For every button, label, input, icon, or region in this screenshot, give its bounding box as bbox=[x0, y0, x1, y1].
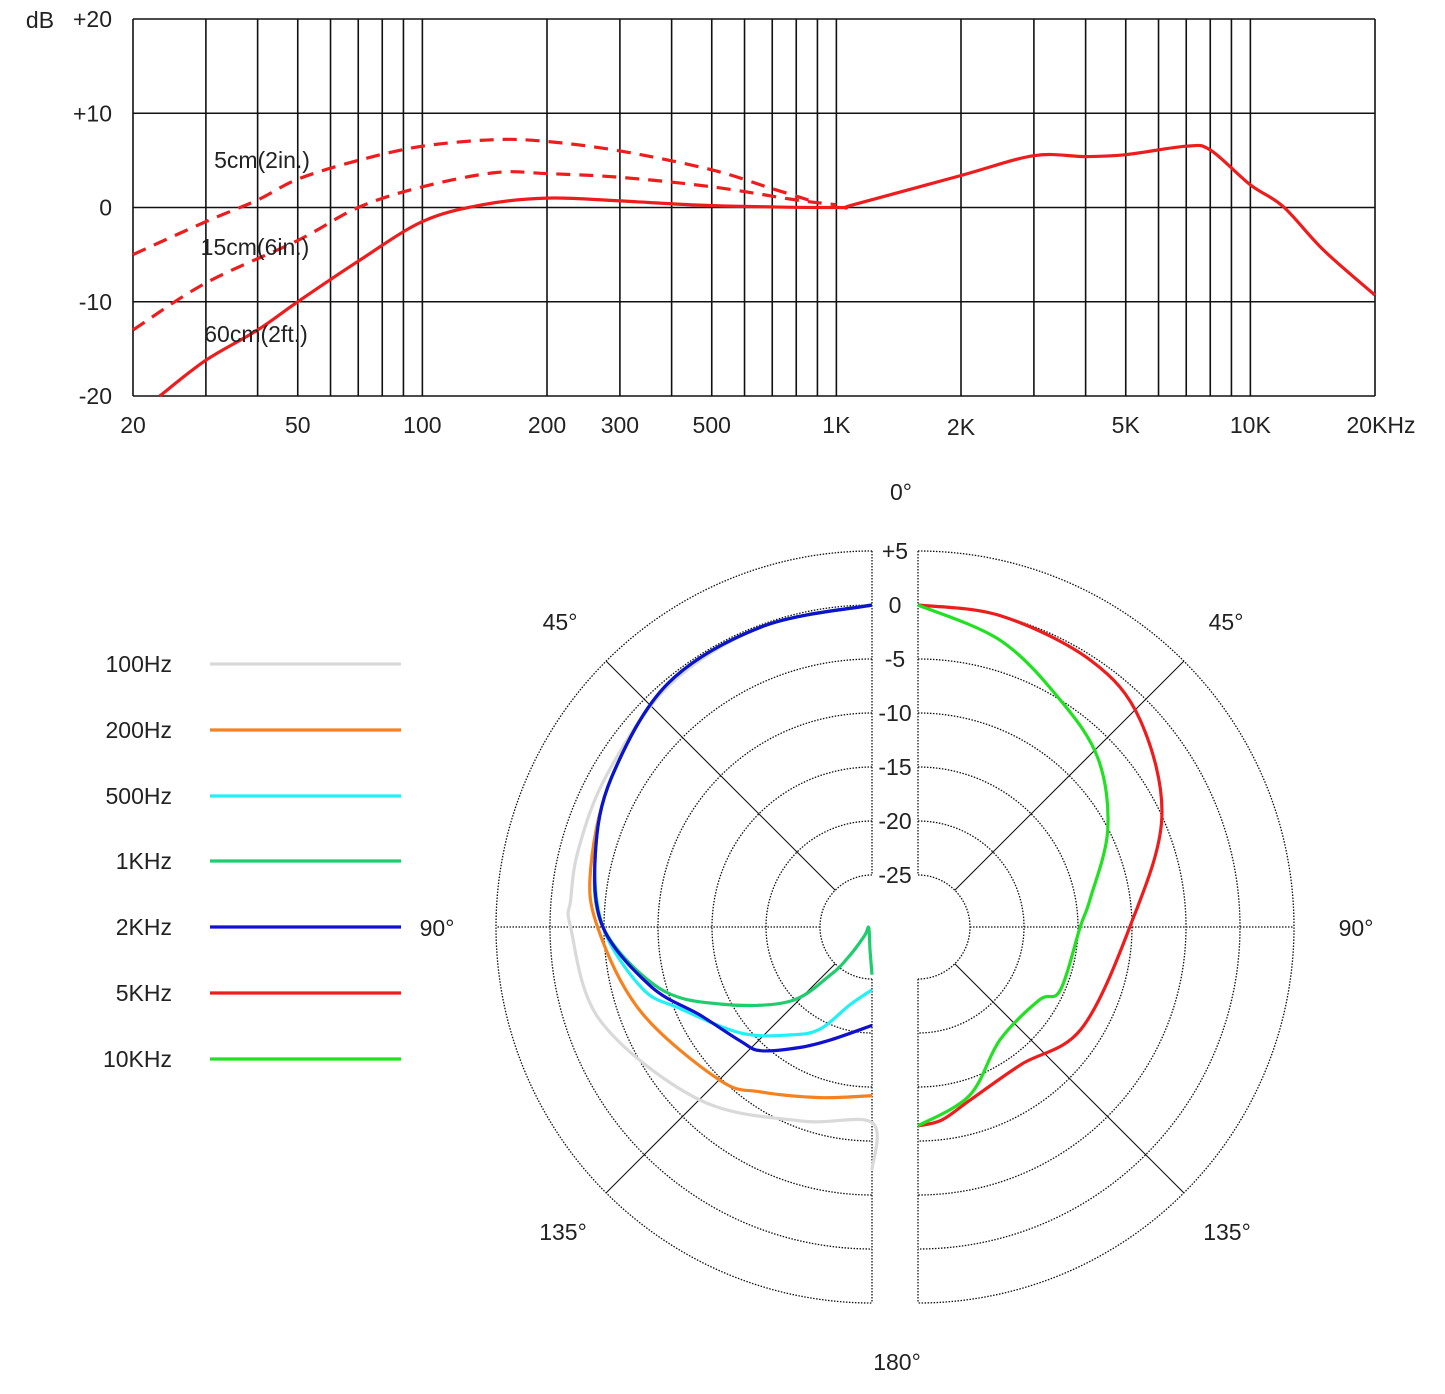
angle-label-right-135: 135° bbox=[1203, 1219, 1251, 1245]
x-tick-label: 20KHz bbox=[1346, 412, 1415, 438]
ring-label-bg bbox=[874, 647, 916, 671]
x-tick-label: 200 bbox=[528, 412, 566, 438]
ring-left bbox=[819, 874, 873, 980]
angle-label-0: 0° bbox=[890, 479, 912, 505]
angle-label-left-135: 135° bbox=[539, 1219, 587, 1245]
ring-label-bg bbox=[874, 701, 916, 725]
ring-left bbox=[495, 550, 873, 1304]
ring-right bbox=[917, 604, 1241, 1250]
y-tick-label: +10 bbox=[73, 100, 112, 126]
ring-label-bg bbox=[874, 539, 916, 563]
spoke-left-45 bbox=[605, 660, 836, 891]
legend: 100Hz 200Hz 500Hz 1KHz 2KHz 5KHz 10KHz bbox=[103, 651, 401, 1072]
angle-label-left-45: 45° bbox=[543, 609, 578, 635]
polar-series-2khz bbox=[593, 603, 873, 1053]
legend-label-200hz: 200Hz bbox=[106, 717, 172, 743]
polar-angle-labels: 0° 45° 45° 90° 90° 135° 135° 180° bbox=[420, 479, 1374, 1375]
x-tick-label: 100 bbox=[403, 412, 441, 438]
x-tick-label: 1K bbox=[822, 412, 851, 438]
frequency-response-chart: +20 +10 0 -10 -20 20 50 100 200 300 500 1K 2K 5K 10K 20… bbox=[73, 6, 1416, 440]
frequency-response-labels: dB 5cm(2in.) 15cm(6in.) 60cm(2ft.) bbox=[26, 7, 310, 347]
y-tick-label: -20 bbox=[79, 383, 112, 409]
ring-right bbox=[917, 874, 971, 980]
legend-label-10khz: 10KHz bbox=[103, 1046, 172, 1072]
angle-label-right-90: 90° bbox=[1339, 915, 1374, 941]
spoke-right-135 bbox=[954, 963, 1185, 1194]
ring-label: +5 bbox=[882, 538, 908, 564]
legend-label-500hz: 500Hz bbox=[106, 783, 172, 809]
x-tick-label: 5K bbox=[1112, 412, 1141, 438]
ring-label: -10 bbox=[878, 700, 911, 726]
ring-label: -5 bbox=[885, 646, 905, 672]
ring-label: -25 bbox=[878, 862, 911, 888]
x-tick-label: 10K bbox=[1230, 412, 1272, 438]
ring-label: -20 bbox=[878, 808, 911, 834]
ring-right bbox=[917, 820, 1025, 1034]
angle-label-right-45: 45° bbox=[1209, 609, 1244, 635]
ring-label: 0 bbox=[889, 592, 902, 618]
polar-pattern-chart: +5 0 -5 -10 -15 -20 -25 bbox=[495, 538, 1295, 1304]
x-tick-label: 500 bbox=[693, 412, 731, 438]
legend-label-2khz: 2KHz bbox=[116, 914, 172, 940]
series-label-60cm: 60cm(2ft.) bbox=[204, 321, 308, 347]
y-tick-label: -10 bbox=[79, 289, 112, 315]
series-label-15cm: 15cm(6in.) bbox=[201, 234, 310, 260]
ring-label-bg bbox=[874, 809, 916, 833]
polar-series-1khz bbox=[592, 603, 874, 1008]
ring-left bbox=[765, 820, 873, 1034]
ring-right bbox=[917, 550, 1295, 1304]
y-tick-label: 0 bbox=[99, 195, 112, 221]
x-tick-label: 20 bbox=[120, 412, 146, 438]
series-line-5cm-2in- bbox=[132, 137, 818, 257]
ring-left bbox=[549, 604, 873, 1250]
polar-series-10khz bbox=[917, 603, 1110, 1128]
ring-label-bg bbox=[874, 593, 916, 617]
legend-label-100hz: 100Hz bbox=[106, 651, 172, 677]
series-line-15cm-6in- bbox=[132, 170, 837, 332]
angle-label-180: 180° bbox=[873, 1349, 921, 1375]
ring-label: -15 bbox=[878, 754, 911, 780]
y-unit-label: dB bbox=[26, 7, 54, 33]
ring-label-bg bbox=[874, 863, 916, 887]
x-tick-label: 2K bbox=[947, 414, 976, 440]
series-line-60cm-2ft- bbox=[158, 143, 1377, 398]
legend-label-5khz: 5KHz bbox=[116, 980, 172, 1006]
spoke-right-45 bbox=[954, 660, 1185, 891]
angle-label-left-90: 90° bbox=[420, 915, 455, 941]
ring-label-bg bbox=[874, 755, 916, 779]
x-tick-label: 50 bbox=[285, 412, 311, 438]
spoke-left-135 bbox=[605, 963, 836, 1194]
y-tick-label: +20 bbox=[73, 6, 112, 32]
polar-series-100hz bbox=[566, 603, 879, 1171]
polar-series-5khz bbox=[917, 603, 1164, 1128]
x-tick-label: 300 bbox=[601, 412, 639, 438]
series-label-5cm: 5cm(2in.) bbox=[214, 147, 310, 173]
legend-label-1khz: 1KHz bbox=[116, 848, 172, 874]
